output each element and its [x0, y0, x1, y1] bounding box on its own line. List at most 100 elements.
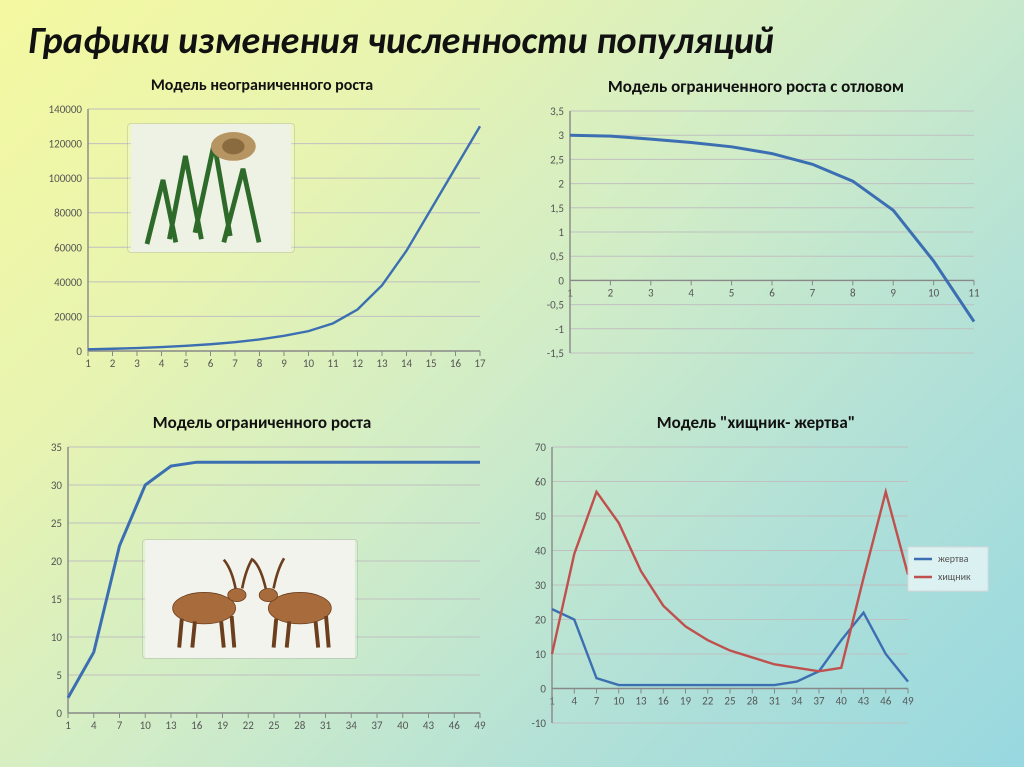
- svg-text:5: 5: [183, 357, 189, 370]
- svg-text:12: 12: [352, 357, 364, 370]
- svg-text:10: 10: [303, 357, 315, 370]
- svg-text:60000: 60000: [54, 241, 82, 254]
- svg-text:хищник: хищник: [938, 570, 971, 583]
- svg-text:80000: 80000: [54, 207, 82, 220]
- chart-unlimited: 0200004000060000800001000001200001400001…: [32, 101, 492, 386]
- illustration-moth: [127, 123, 295, 253]
- chart-limited-catch: -1,5-1-0,500,511,522,533,51234567891011: [526, 103, 986, 388]
- svg-text:0: 0: [56, 707, 62, 720]
- svg-text:6: 6: [769, 286, 775, 299]
- svg-text:25: 25: [724, 695, 735, 708]
- svg-text:25: 25: [268, 719, 279, 732]
- svg-text:49: 49: [902, 695, 914, 708]
- svg-text:2: 2: [110, 357, 116, 370]
- svg-text:8: 8: [257, 357, 263, 370]
- svg-text:40: 40: [397, 719, 409, 732]
- svg-text:5: 5: [729, 286, 735, 299]
- svg-text:16: 16: [450, 357, 462, 370]
- svg-text:100000: 100000: [49, 172, 83, 185]
- illustration-antelopes: [142, 539, 358, 659]
- svg-text:40000: 40000: [54, 276, 82, 289]
- svg-text:35: 35: [51, 441, 62, 454]
- svg-text:3: 3: [134, 357, 140, 370]
- svg-text:0: 0: [558, 274, 564, 287]
- svg-text:20000: 20000: [54, 310, 82, 323]
- svg-text:13: 13: [635, 695, 647, 708]
- svg-text:28: 28: [294, 719, 306, 732]
- svg-text:34: 34: [346, 719, 358, 732]
- svg-text:25: 25: [51, 517, 62, 530]
- svg-text:15: 15: [51, 593, 62, 606]
- chart-limited: 0510152025303514710131619222528313437404…: [32, 439, 492, 744]
- svg-text:37: 37: [371, 719, 383, 732]
- svg-text:2: 2: [608, 286, 614, 299]
- svg-text:22: 22: [702, 695, 714, 708]
- svg-text:46: 46: [449, 719, 461, 732]
- panel-limited: Модель ограниченного роста 0510152025303…: [28, 412, 496, 754]
- svg-text:9: 9: [890, 286, 896, 299]
- svg-text:-10: -10: [531, 717, 546, 730]
- svg-text:15: 15: [425, 357, 436, 370]
- chart-predprey: -100102030405060701471013161922252831343…: [516, 439, 996, 754]
- svg-text:17: 17: [474, 357, 486, 370]
- svg-text:46: 46: [880, 695, 892, 708]
- svg-text:2,5: 2,5: [550, 153, 564, 166]
- svg-text:60: 60: [535, 476, 547, 489]
- svg-text:4: 4: [571, 695, 577, 708]
- svg-text:120000: 120000: [49, 138, 83, 151]
- svg-text:7: 7: [117, 719, 123, 732]
- panel-unlimited: Модель неограниченного роста 02000040000…: [28, 76, 496, 404]
- svg-text:3,5: 3,5: [550, 105, 564, 118]
- svg-text:30: 30: [535, 579, 547, 592]
- chart-title-predprey: Модель "хищник- жертва": [657, 412, 855, 433]
- svg-text:19: 19: [680, 695, 692, 708]
- svg-text:14: 14: [401, 357, 413, 370]
- svg-text:43: 43: [423, 719, 435, 732]
- svg-text:10: 10: [535, 648, 547, 661]
- svg-text:19: 19: [217, 719, 229, 732]
- svg-text:1: 1: [558, 226, 564, 239]
- svg-text:1,5: 1,5: [550, 202, 564, 215]
- svg-text:30: 30: [51, 479, 63, 492]
- svg-text:20: 20: [51, 555, 63, 568]
- svg-text:16: 16: [191, 719, 203, 732]
- svg-text:6: 6: [208, 357, 214, 370]
- svg-text:40: 40: [535, 545, 547, 558]
- svg-text:-1,5: -1,5: [547, 347, 564, 360]
- chart-grid: Модель неограниченного роста 02000040000…: [0, 72, 1024, 762]
- svg-text:0: 0: [540, 683, 546, 696]
- svg-text:4: 4: [159, 357, 165, 370]
- panel-predprey: Модель "хищник- жертва" -10 0 10 20 30 40 50 60…: [516, 412, 996, 754]
- svg-text:7: 7: [594, 695, 600, 708]
- svg-text:140000: 140000: [49, 103, 83, 116]
- svg-text:3: 3: [648, 286, 654, 299]
- svg-text:4: 4: [91, 719, 97, 732]
- chart-title-limited: Модель ограниченного роста: [153, 412, 371, 433]
- svg-text:20: 20: [535, 614, 547, 627]
- svg-text:11: 11: [968, 286, 980, 299]
- svg-text:-0,5: -0,5: [547, 299, 564, 312]
- svg-text:8: 8: [850, 286, 856, 299]
- svg-text:7: 7: [232, 357, 238, 370]
- svg-text:10: 10: [140, 719, 152, 732]
- svg-text:1: 1: [65, 719, 71, 732]
- svg-text:34: 34: [791, 695, 803, 708]
- svg-text:3: 3: [558, 129, 564, 142]
- svg-text:31: 31: [769, 695, 781, 708]
- svg-text:49: 49: [474, 719, 486, 732]
- svg-text:10: 10: [51, 631, 63, 644]
- svg-text:7: 7: [810, 286, 816, 299]
- svg-text:0,5: 0,5: [550, 250, 564, 263]
- svg-text:10: 10: [613, 695, 625, 708]
- svg-text:4: 4: [688, 286, 694, 299]
- panel-limited-catch: Модель ограниченного роста с отловом -1,…: [516, 76, 996, 404]
- page-title: Графики изменения численности популяций: [0, 0, 1024, 72]
- svg-text:70: 70: [535, 441, 547, 454]
- svg-text:22: 22: [243, 719, 255, 732]
- chart-title-unlimited: Модель неограниченного роста: [151, 76, 373, 95]
- svg-text:43: 43: [858, 695, 870, 708]
- svg-text:28: 28: [747, 695, 759, 708]
- svg-text:50: 50: [535, 510, 547, 523]
- svg-text:31: 31: [320, 719, 332, 732]
- svg-text:40: 40: [836, 695, 848, 708]
